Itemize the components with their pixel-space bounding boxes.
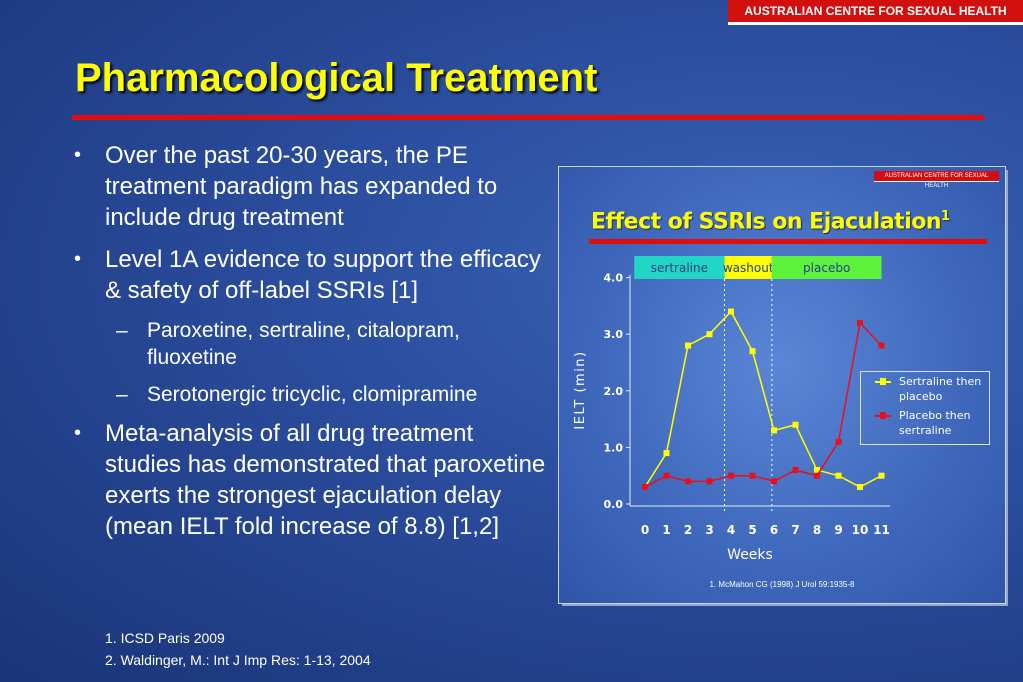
legend-label: Placebo then sertraline xyxy=(899,409,971,437)
data-point xyxy=(857,319,863,326)
data-point xyxy=(814,467,820,474)
reference-item: 1. ICSD Paris 2009 xyxy=(105,630,225,646)
phase-label: sertraline xyxy=(651,261,708,275)
data-point xyxy=(857,484,863,491)
org-badge: AUSTRALIAN CENTRE FOR SEXUAL HEALTH xyxy=(728,0,1023,25)
y-axis-title: IELT (min) xyxy=(573,350,588,429)
data-point xyxy=(878,342,885,349)
bullet-text: Meta-analysis of all drug treatment stud… xyxy=(105,420,546,540)
chart-title-text: Effect of SSRIs on Ejaculation xyxy=(591,209,942,235)
x-tick-label: 10 xyxy=(852,523,869,537)
data-point xyxy=(663,472,670,479)
title-underline xyxy=(72,115,984,120)
y-tick-label: 2.0 xyxy=(604,385,624,398)
references: 1. ICSD Paris 2009 2. Waldinger, M.: Int… xyxy=(105,627,371,671)
slide-title: Pharmacological Treatment xyxy=(75,56,598,100)
data-point xyxy=(642,484,648,491)
x-tick-label: 2 xyxy=(684,523,692,537)
data-point xyxy=(835,438,842,445)
x-axis-title: Weeks xyxy=(727,547,773,563)
bullet-text: Over the past 20-30 years, the PE treatm… xyxy=(105,142,498,231)
legend-swatch-red-icon xyxy=(875,412,891,419)
x-tick-label: 3 xyxy=(705,523,713,537)
data-point xyxy=(706,331,713,338)
reference-item: 2. Waldinger, M.: Int J Imp Res: 1-13, 2… xyxy=(105,652,371,668)
data-point xyxy=(771,427,777,434)
data-point xyxy=(771,478,777,485)
x-tick-label: 11 xyxy=(873,523,890,537)
data-point xyxy=(792,421,799,428)
bullet-item: • Over the past 20-30 years, the PE trea… xyxy=(70,140,550,233)
data-point xyxy=(878,472,885,479)
series-line xyxy=(644,321,883,488)
data-point xyxy=(792,467,799,474)
data-point xyxy=(685,478,691,485)
chart-legend: Sertraline then placebo Placebo then ser… xyxy=(860,371,990,445)
bullet-dot-icon: • xyxy=(74,422,82,444)
legend-label: Sertraline then placebo xyxy=(899,375,982,403)
bullet-list: • Over the past 20-30 years, the PE trea… xyxy=(70,140,550,553)
data-point xyxy=(663,450,670,457)
x-tick-label: 0 xyxy=(641,523,649,537)
y-tick-label: 0.0 xyxy=(604,498,624,511)
dash-icon: – xyxy=(116,383,128,406)
data-point xyxy=(728,308,734,315)
x-tick-label: 9 xyxy=(834,523,842,537)
data-point xyxy=(685,342,691,349)
x-tick-label: 6 xyxy=(770,523,778,537)
x-tick-label: 5 xyxy=(748,523,756,537)
phase-label: washout xyxy=(723,261,774,275)
bullet-dot-icon: • xyxy=(74,144,82,166)
legend-item: Sertraline then placebo xyxy=(861,372,989,406)
x-tick-label: 8 xyxy=(813,523,821,537)
legend-swatch-yellow-icon xyxy=(875,378,891,385)
sub-bullet-item: – Paroxetine, sertraline, citalopram, fl… xyxy=(116,317,550,371)
sub-bullet-item: – Serotonergic tricyclic, clomipramine xyxy=(116,381,550,408)
y-tick-label: 4.0 xyxy=(604,272,624,285)
chart-title-underline xyxy=(589,239,987,244)
chart-title: Effect of SSRIs on Ejaculation1 xyxy=(591,209,950,234)
x-tick-label: 4 xyxy=(727,523,735,537)
chart-panel: AUSTRALIAN CENTRE FOR SEXUAL HEALTH Effe… xyxy=(559,167,1005,603)
data-point xyxy=(814,472,820,479)
bullet-dot-icon: • xyxy=(74,248,82,270)
bullet-item: • Meta-analysis of all drug treatment st… xyxy=(70,418,550,542)
data-point xyxy=(749,472,756,479)
y-tick-label: 3.0 xyxy=(604,328,624,341)
phase-band xyxy=(724,256,772,279)
sub-bullet-text: Serotonergic tricyclic, clomipramine xyxy=(147,383,478,406)
sub-bullet-text: Paroxetine, sertraline, citalopram, fluo… xyxy=(147,319,460,369)
data-point xyxy=(835,472,842,479)
bullet-text: Level 1A evidence to support the efficac… xyxy=(105,246,541,304)
chart-org-badge: AUSTRALIAN CENTRE FOR SEXUAL HEALTH xyxy=(874,171,999,189)
dash-icon: – xyxy=(116,319,128,342)
chart-title-superscript: 1 xyxy=(941,209,950,224)
phase-band xyxy=(634,256,725,279)
y-tick-label: 1.0 xyxy=(604,441,624,454)
phase-band xyxy=(771,256,882,279)
chart-citation: 1. McMahon CG (1998) J Urol 59:1935-8 xyxy=(709,580,855,589)
data-point xyxy=(749,348,756,355)
x-tick-label: 7 xyxy=(791,523,799,537)
phase-label: placebo xyxy=(803,261,850,275)
data-point xyxy=(728,472,734,479)
x-tick-label: 1 xyxy=(662,523,670,537)
ielt-line-chart: sertraline washout placebo 0.0 1.0 2.0 3.0 4.0 0… xyxy=(573,256,890,563)
series-line xyxy=(644,310,882,488)
data-point xyxy=(706,478,713,485)
legend-item: Placebo then sertraline xyxy=(861,406,989,440)
bullet-item: • Level 1A evidence to support the effic… xyxy=(70,244,550,306)
